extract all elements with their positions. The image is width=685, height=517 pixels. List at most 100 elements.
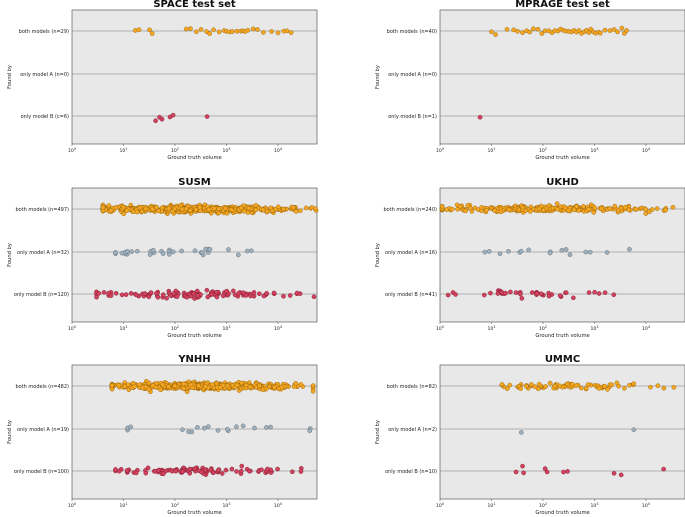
- data-point: [100, 205, 106, 210]
- data-point: [198, 27, 204, 32]
- chart-panel: YNHH both models (n=482) only model A (n=1…: [7, 354, 318, 516]
- tick-exponent: 4: [280, 325, 282, 329]
- data-point: [252, 425, 257, 431]
- data-point: [122, 383, 128, 389]
- data-point: [234, 28, 240, 34]
- chart-panel: UKHD both models (n=240) only model A (n=1…: [375, 177, 685, 339]
- data-point: [563, 290, 569, 295]
- tick-exponent: 3: [596, 502, 598, 506]
- data-point: [223, 206, 228, 211]
- data-point: [284, 28, 290, 34]
- data-point: [477, 114, 483, 120]
- data-point: [505, 386, 510, 391]
- data-point: [131, 209, 136, 214]
- data-point: [148, 290, 154, 295]
- data-point: [547, 380, 553, 386]
- data-point: [183, 26, 189, 32]
- data-point: [160, 382, 166, 388]
- tick-exponent: 0: [74, 502, 76, 506]
- data-point: [146, 294, 152, 300]
- data-point: [216, 29, 222, 35]
- data-point: [180, 469, 185, 474]
- data-point: [193, 207, 199, 212]
- data-point: [611, 292, 617, 298]
- data-point: [596, 386, 602, 391]
- data-point: [535, 26, 541, 32]
- plot-area: [71, 9, 318, 145]
- x-tick-label: 104: [642, 325, 650, 332]
- tick-base: 10: [222, 326, 228, 332]
- x-tick-label: 100: [68, 325, 76, 332]
- data-point: [293, 209, 299, 214]
- tick-exponent: 3: [596, 325, 598, 329]
- data-point: [554, 201, 560, 206]
- tick-exponent: 2: [177, 147, 179, 151]
- category-label: only model B (n=10): [385, 469, 437, 475]
- tick-exponent: 1: [493, 502, 495, 506]
- x-tick-label: 103: [590, 325, 598, 332]
- data-point: [125, 249, 130, 254]
- data-point: [203, 383, 208, 389]
- data-point: [204, 287, 210, 293]
- data-point: [94, 294, 99, 300]
- data-point: [106, 203, 112, 208]
- data-point: [626, 207, 632, 213]
- data-point: [170, 249, 176, 255]
- data-point: [241, 208, 247, 214]
- data-point: [156, 208, 161, 214]
- x-tick-label: 104: [642, 147, 650, 154]
- data-point: [583, 249, 589, 255]
- data-point: [166, 384, 171, 389]
- data-point: [134, 292, 139, 298]
- data-point: [506, 207, 512, 213]
- data-point: [194, 29, 199, 34]
- tick-exponent: 1: [125, 147, 127, 151]
- data-point: [149, 31, 155, 36]
- tick-exponent: 1: [125, 502, 127, 506]
- data-point: [546, 203, 552, 208]
- data-point: [536, 381, 542, 387]
- data-point: [622, 204, 628, 210]
- x-axis-label: Ground truth volume: [535, 155, 589, 161]
- tick-base: 10: [274, 148, 280, 154]
- data-point: [272, 385, 277, 390]
- data-point: [479, 205, 484, 210]
- data-point: [579, 385, 584, 391]
- data-point: [128, 424, 133, 430]
- x-tick-label: 102: [171, 502, 179, 509]
- data-point: [172, 383, 178, 389]
- data-point: [116, 383, 121, 388]
- chart-panel: MPRAGE test set both models (n=40) only mo…: [375, 0, 685, 161]
- data-point: [506, 249, 511, 254]
- data-point: [241, 290, 246, 296]
- data-point: [271, 290, 277, 296]
- data-point: [445, 292, 451, 298]
- data-point: [211, 27, 216, 33]
- data-point: [259, 467, 264, 473]
- data-point: [604, 250, 610, 255]
- data-point: [633, 206, 639, 212]
- data-point: [567, 252, 573, 258]
- data-point: [128, 291, 134, 296]
- data-point: [444, 207, 449, 212]
- data-point: [238, 468, 244, 474]
- data-point: [239, 380, 245, 386]
- tick-base: 10: [68, 148, 74, 154]
- data-point: [513, 290, 519, 295]
- data-point: [181, 386, 187, 391]
- data-point: [154, 291, 159, 296]
- data-point: [486, 249, 492, 254]
- data-point: [520, 205, 526, 210]
- category-label: only model B (n=100): [14, 469, 69, 475]
- tick-exponent: 2: [177, 502, 179, 506]
- data-point: [199, 469, 205, 475]
- category-label: only model B (n=1): [388, 114, 437, 120]
- data-point: [607, 28, 613, 33]
- data-point: [439, 204, 445, 209]
- data-point: [518, 291, 523, 297]
- data-point: [183, 206, 189, 212]
- data-point: [569, 381, 575, 387]
- data-point: [153, 385, 159, 390]
- data-point: [552, 383, 558, 389]
- data-point: [199, 250, 205, 255]
